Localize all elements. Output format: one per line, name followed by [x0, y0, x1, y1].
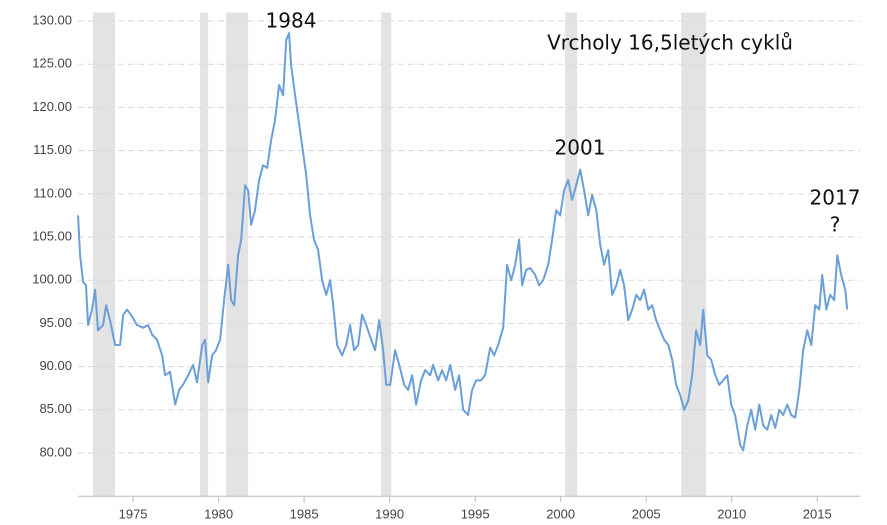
x-tick-label: 1985: [290, 507, 319, 522]
y-tick-label: 125.00: [32, 56, 72, 71]
annotation: 2001: [555, 136, 606, 160]
x-tick-label: 1995: [461, 507, 490, 522]
x-tick-label: 2000: [546, 507, 575, 522]
x-tick-label: 1980: [204, 507, 233, 522]
recession-band: [226, 12, 249, 497]
y-tick-label: 115.00: [33, 142, 72, 157]
y-tick-label: 90.00: [39, 358, 72, 373]
annotation: ?: [830, 213, 841, 237]
y-tick-label: 95.00: [39, 315, 72, 330]
y-tick-label: 105.00: [32, 228, 72, 243]
x-tick-label: 1990: [375, 507, 404, 522]
x-tick-label: 2005: [632, 507, 661, 522]
recession-band: [565, 12, 578, 497]
data-line: [77, 32, 849, 452]
annotation: Vrcholy 16,5letých cyklů: [547, 31, 793, 55]
x-tick-label: 2015: [803, 507, 832, 522]
y-tick-label: 100.00: [32, 272, 72, 287]
recession-band: [381, 12, 392, 497]
recession-band: [93, 12, 116, 497]
x-tick-label: 2010: [717, 507, 746, 522]
annotation: 1984: [266, 9, 317, 33]
y-tick-label: 120.00: [32, 99, 72, 114]
annotation: 2017: [810, 186, 861, 210]
recession-band: [681, 12, 707, 497]
y-tick-label: 130.00: [32, 12, 72, 27]
y-tick-label: 80.00: [39, 444, 72, 459]
x-tick-label: 1975: [119, 507, 148, 522]
y-tick-label: 85.00: [39, 401, 72, 416]
y-tick-label: 110.00: [33, 185, 72, 200]
recession-band: [200, 12, 209, 497]
